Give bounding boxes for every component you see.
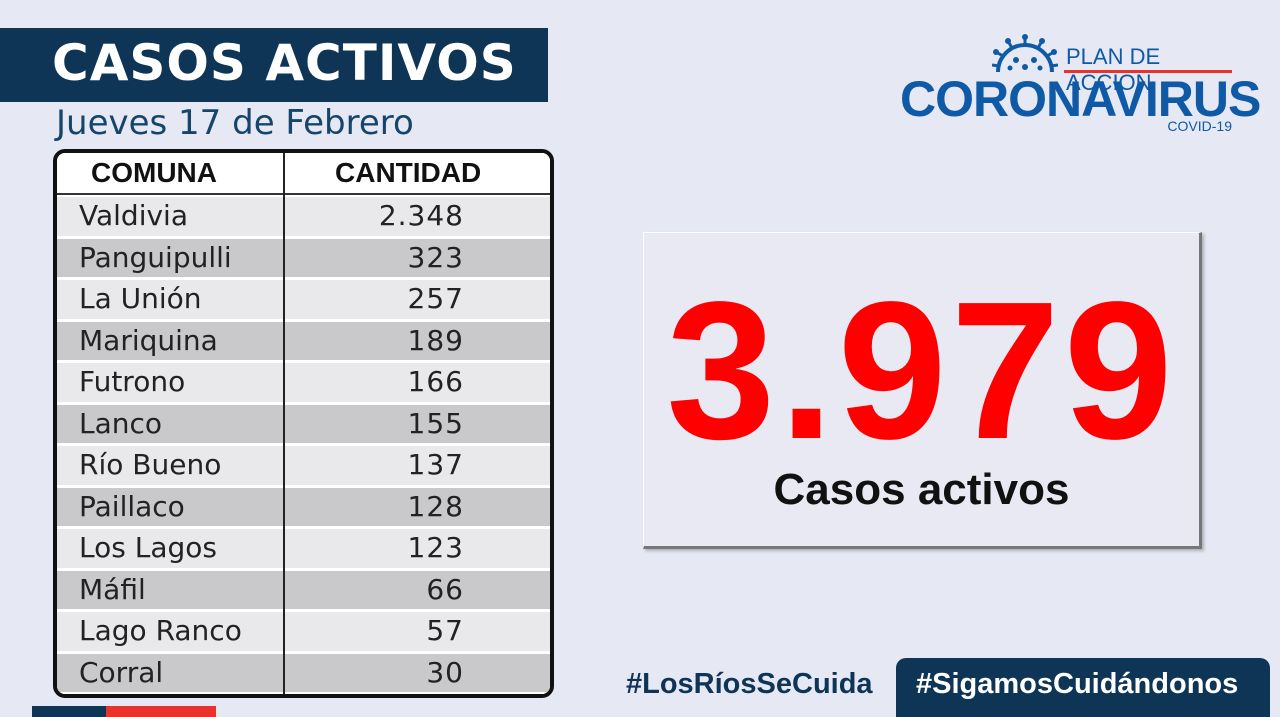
- cell-cantidad: 166: [407, 365, 464, 398]
- cell-comuna: Corral: [79, 655, 164, 689]
- table-row: Paillaco 128: [57, 487, 550, 529]
- table-row: Corral 30: [57, 653, 550, 694]
- total-cases-box: 3.979 Casos activos: [643, 232, 1202, 549]
- hashtag-sigamos: #SigamosCuidándonos: [916, 668, 1239, 700]
- hashtag-box: #SigamosCuidándonos: [896, 658, 1270, 717]
- cell-cantidad: 257: [407, 282, 464, 315]
- bottom-strip-blue: [32, 706, 106, 717]
- cell-cantidad: 189: [407, 323, 464, 357]
- coronavirus-logo: PLAN DE ACCIÓN CORONAVIRUS COVID-19: [898, 30, 1261, 140]
- cell-cantidad: 57: [426, 614, 464, 647]
- table-header: COMUNA CANTIDAD: [57, 153, 550, 195]
- cell-comuna: Panguipulli: [79, 240, 232, 274]
- virus-icon: [992, 34, 1058, 73]
- bottom-strip-red: [106, 706, 216, 717]
- hashtag-los-rios: #LosRíosSeCuida: [626, 668, 873, 700]
- column-header-comuna: COMUNA: [91, 157, 217, 188]
- total-cases-label: Casos activos: [773, 465, 1070, 514]
- column-divider: [283, 153, 285, 694]
- table-row: Lago Ranco 57: [57, 612, 550, 654]
- cell-comuna: Futrono: [79, 365, 186, 398]
- cell-comuna: Lanco: [79, 406, 163, 440]
- cell-comuna: Mariquina: [79, 323, 218, 357]
- cell-cantidad: 66: [426, 572, 464, 606]
- logo-red-underline: [1064, 70, 1232, 73]
- table-row: Valdivia 2.348: [57, 197, 550, 239]
- cell-cantidad: 137: [407, 448, 464, 481]
- cell-comuna: Río Bueno: [79, 448, 222, 481]
- cell-cantidad: 323: [407, 240, 464, 274]
- page-title: CASOS ACTIVOS: [52, 34, 517, 92]
- logo-covid-text: COVID-19: [1167, 118, 1232, 134]
- table-row: Máfil 66: [57, 570, 550, 612]
- table-row: Panguipulli 323: [57, 238, 550, 280]
- column-header-cantidad: CANTIDAD: [335, 157, 482, 188]
- cell-comuna: Lago Ranco: [79, 614, 242, 647]
- table-body: Valdivia 2.348 Panguipulli 323 La Unión …: [57, 197, 550, 694]
- cell-cantidad: 128: [407, 489, 464, 523]
- table-row: Mariquina 189: [57, 321, 550, 363]
- cell-comuna: Valdivia: [79, 199, 188, 232]
- date-subtitle: Jueves 17 de Febrero: [56, 103, 414, 143]
- logo-main-text: CORONAVIRUS: [900, 71, 1261, 127]
- table-row: Río Bueno 137: [57, 446, 550, 488]
- logo-plan-text: PLAN DE ACCIÓN: [1066, 44, 1161, 95]
- table-row: Futrono 166: [57, 363, 550, 405]
- cell-cantidad: 155: [407, 406, 464, 440]
- cases-table: COMUNA CANTIDAD Valdivia 2.348 Panguipul…: [53, 149, 554, 698]
- cell-comuna: Los Lagos: [79, 531, 217, 564]
- table-row: La Unión 257: [57, 280, 550, 322]
- table-row: Lanco 155: [57, 404, 550, 446]
- cell-cantidad: 123: [407, 531, 464, 564]
- cell-comuna: La Unión: [79, 282, 202, 315]
- cell-cantidad: 2.348: [378, 199, 464, 232]
- cell-cantidad: 30: [426, 655, 464, 689]
- total-cases-number: 3.979: [666, 261, 1177, 480]
- cell-comuna: Paillaco: [79, 489, 185, 523]
- cell-comuna: Máfil: [79, 572, 146, 606]
- table-row: Los Lagos 123: [57, 529, 550, 571]
- title-bar: [0, 28, 548, 102]
